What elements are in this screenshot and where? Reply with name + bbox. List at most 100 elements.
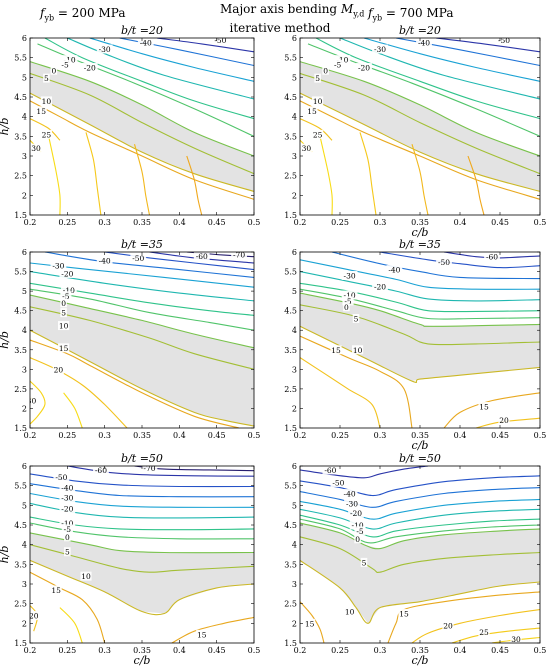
contour-line-5 — [30, 544, 254, 573]
y-tick-label: 6 — [292, 34, 297, 43]
contour-label-bg — [314, 73, 321, 83]
contour-label: 10 — [313, 97, 323, 106]
y-tick-label: 1.5 — [14, 639, 27, 648]
contour-label-bg — [496, 38, 512, 45]
y-tick-label: 6 — [292, 248, 297, 257]
contour-label: 0 — [344, 303, 349, 312]
contour-label: -30 — [374, 45, 386, 54]
y-tick-label: 2 — [22, 619, 27, 628]
x-tick-label: 0.2 — [294, 646, 307, 655]
contour-label-bg — [354, 534, 361, 544]
contour-line--20 — [67, 38, 254, 100]
contour-label-bg — [50, 585, 62, 595]
contour-line--40 — [300, 487, 540, 508]
y-tick-label: 4 — [22, 113, 27, 122]
x-tick-label: 0.45 — [491, 646, 509, 655]
contour-label-bg — [312, 96, 324, 106]
x-tick-label: 0.45 — [208, 646, 226, 655]
contour-label: -60 — [324, 466, 336, 475]
contour-label: -20 — [350, 509, 362, 518]
x-tick-label: 0.3 — [98, 431, 111, 440]
contour-label-bg — [344, 498, 360, 508]
x-tick-label: 0.35 — [133, 431, 151, 440]
x-tick-label: 0.25 — [58, 218, 76, 227]
contour-label: -40 — [140, 39, 152, 48]
x-tick-label: 0.2 — [24, 431, 37, 440]
contour-label-bg — [52, 364, 64, 374]
contour-line--50 — [104, 252, 254, 271]
contour-label: -50 — [498, 36, 510, 45]
contour-label: 15 — [307, 107, 317, 116]
y-tick-label: 2.5 — [14, 172, 27, 181]
contour-label: 0 — [65, 533, 70, 542]
contour-label-bg — [341, 270, 358, 280]
y-tick-label: 4 — [22, 326, 27, 335]
contour-label: 20 — [499, 416, 509, 425]
contour-line-unlabeled — [85, 132, 102, 215]
contour-label: 15 — [479, 402, 489, 411]
x-tick-label: 0.5 — [534, 646, 547, 655]
contour-label: -5 — [344, 297, 352, 306]
contour-label-bg — [59, 483, 76, 493]
x-tick-label: 0.25 — [331, 431, 349, 440]
y-tick-label: 5.5 — [14, 268, 27, 277]
contour-line-unlabeled — [30, 380, 46, 425]
contour-label: -40 — [99, 257, 111, 266]
contour-label-bg — [436, 257, 452, 267]
y-tick-label: 3 — [22, 580, 27, 589]
y-tick-label: 3.5 — [284, 560, 297, 569]
contour-label-bg — [341, 489, 358, 499]
contour-label: 0 — [61, 299, 66, 308]
y-tick-label: 1.5 — [284, 211, 297, 220]
contour-label-bg — [193, 252, 210, 261]
header-center-line2: iterative method — [229, 21, 331, 36]
contour-label-bg — [50, 261, 67, 271]
contour-label-bg — [58, 321, 70, 331]
contour-label: -10 — [61, 519, 73, 528]
contour-label: 5 — [44, 74, 49, 83]
contour-line-15 — [443, 392, 540, 428]
contour-label-bg — [330, 345, 342, 355]
y-tick-label: 2.5 — [284, 385, 297, 394]
y-tick-label: 5 — [22, 73, 27, 82]
contour-line--60 — [67, 466, 254, 477]
y-tick-label: 3.5 — [284, 346, 297, 355]
contour-label: -20 — [374, 282, 386, 291]
contour-label-bg — [330, 478, 347, 488]
contour-line-5 — [30, 72, 254, 175]
shaded-region — [300, 523, 540, 624]
contour-line-0 — [300, 61, 540, 157]
contour-line-15 — [30, 100, 254, 200]
contour-label: 5 — [65, 548, 70, 557]
contour-label: -40 — [344, 490, 356, 499]
contour-label-bg — [60, 285, 77, 295]
contour-label: 10 — [42, 97, 52, 106]
contour-label-bg — [352, 345, 364, 355]
y-tick-label: 5 — [292, 73, 297, 82]
contour-label-bg — [398, 609, 410, 618]
contour-panel-1: -50-40-30-20-10-505101525300.20.250.30.3… — [0, 24, 260, 227]
contour-label-bg — [96, 256, 113, 266]
x-tick-label: 0.45 — [491, 218, 509, 227]
x-tick-label: 0.3 — [98, 646, 111, 655]
contour-label-bg — [43, 73, 50, 83]
contour-label: -10 — [352, 521, 364, 530]
x-tick-label: 0.5 — [248, 646, 261, 655]
y-tick-label: 1.5 — [284, 639, 297, 648]
contour-label-bg — [130, 253, 147, 263]
contour-label: 15 — [36, 107, 46, 116]
contour-line-10 — [300, 559, 540, 624]
panel-title: b/t =50 — [399, 452, 441, 465]
header-right-value: 700 MPa — [399, 6, 454, 20]
header-left-label: fyb = 200 MPa — [40, 6, 126, 23]
y-tick-label: 2.5 — [284, 600, 297, 609]
y-axis-label: h/b — [0, 331, 11, 349]
contour-label: 30 — [511, 635, 521, 644]
contour-label-bg — [372, 281, 388, 291]
contour-line--50 — [379, 252, 540, 269]
contour-label: -70 — [143, 464, 155, 473]
y-tick-label: 3.5 — [14, 346, 27, 355]
